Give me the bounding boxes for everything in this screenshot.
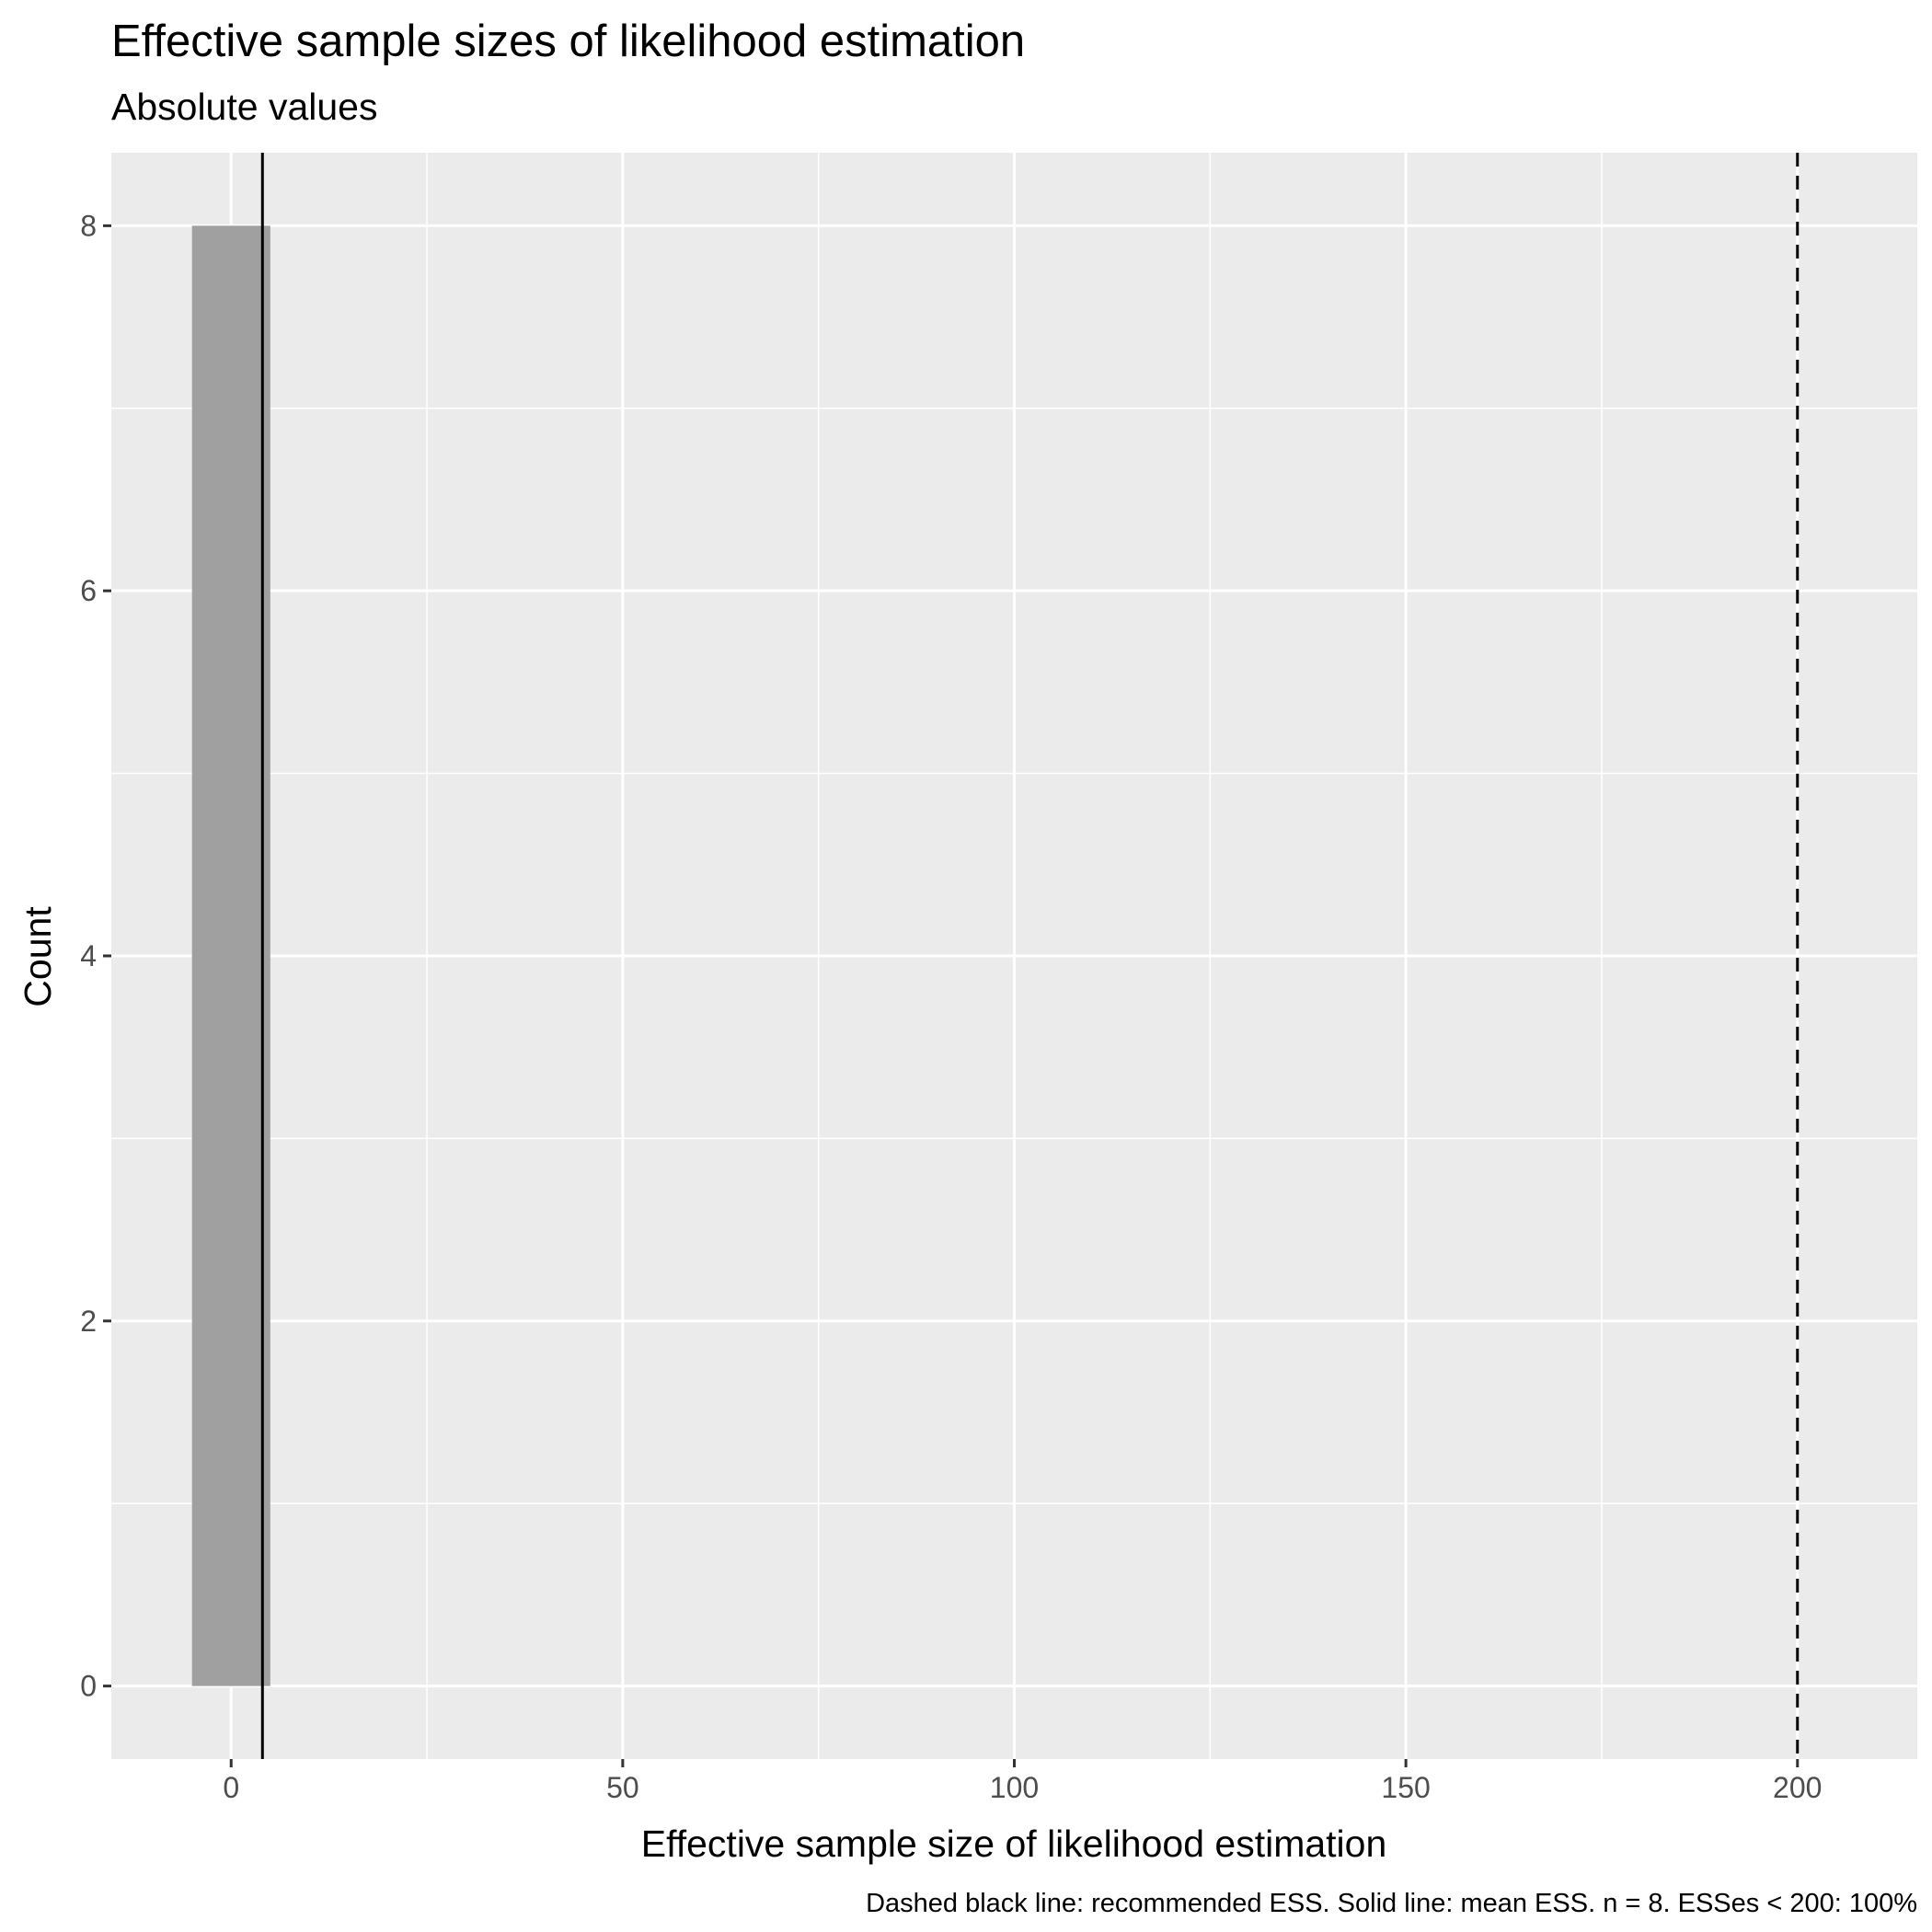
y-axis: 0 2 4 6 8 [80,209,111,1703]
chart-subtitle: Absolute values [111,86,377,128]
x-tick-label: 200 [1773,1771,1822,1804]
x-tick-label: 50 [606,1771,639,1804]
y-tick-label: 2 [80,1305,97,1338]
histogram-bars [191,225,270,1686]
chart-caption: Dashed black line: recommended ESS. Soli… [866,1889,1917,1918]
y-tick-label: 8 [80,209,97,242]
histogram-bar [191,225,270,1686]
x-axis: 0 50 100 150 200 [223,1759,1822,1804]
chart-title: Effective sample sizes of likelihood est… [111,17,1025,66]
x-axis-title: Effective sample size of likelihood esti… [641,1823,1387,1865]
y-tick-label: 0 [80,1670,97,1703]
y-axis-title: Count [17,906,59,1007]
y-tick-label: 4 [80,939,97,972]
y-tick-label: 6 [80,574,97,607]
reference-lines [260,153,1800,1759]
x-tick-label: 0 [223,1771,239,1804]
x-tick-label: 150 [1381,1771,1430,1804]
x-tick-label: 100 [990,1771,1039,1804]
